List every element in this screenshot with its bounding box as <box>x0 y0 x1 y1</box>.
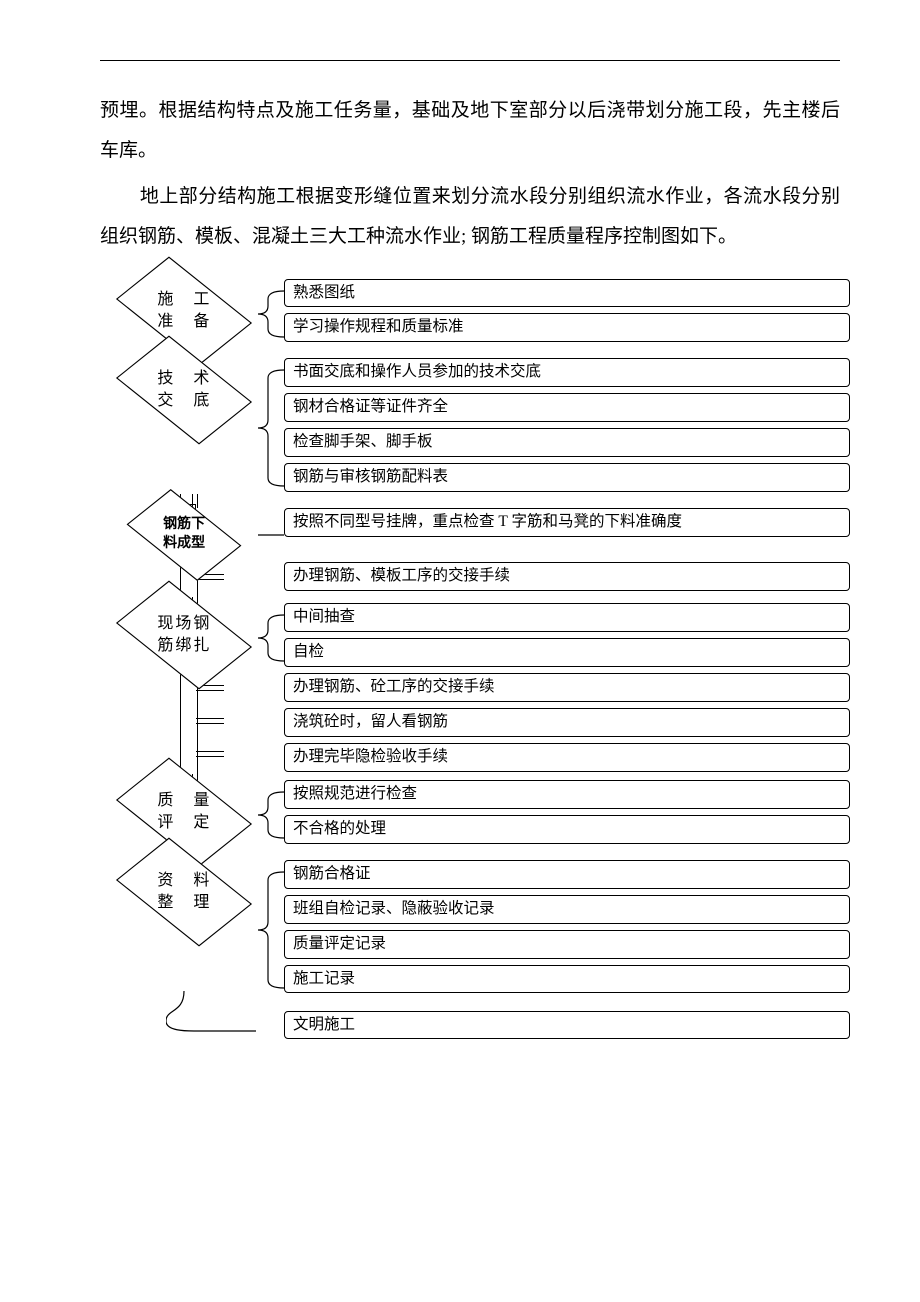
diamond-label: 施 工准 备 <box>157 289 211 332</box>
stage-right: 熟悉图纸学习操作规程和质量标准 <box>258 279 850 349</box>
paragraph-1: 预埋。根据结构特点及施工任务量，基础及地下室部分以后浇带划分施工段，先主楼后车库… <box>100 91 840 171</box>
tie-post-item: 浇筑砼时，留人看钢筋 <box>284 708 850 737</box>
flowchart: 施 工准 备 熟悉图纸学习操作规程和质量标准技 术交 底 书面交底和操作人员参加的技… <box>110 279 850 1040</box>
diamond-label: 钢筋下料成型 <box>163 516 205 554</box>
stub-line <box>196 751 224 757</box>
stage-prep: 施 工准 备 熟悉图纸学习操作规程和质量标准 <box>110 279 850 349</box>
connector-left <box>110 673 258 780</box>
connector-row <box>110 498 850 508</box>
stage-tech: 技 术交 底 书面交底和操作人员参加的技术交底钢材合格证等证件齐全检查脚手架、脚手… <box>110 358 850 498</box>
stage-left: 技 术交 底 <box>110 358 258 498</box>
final-item: 文明施工 <box>284 1011 850 1040</box>
stage-right: 中间抽查自检 <box>258 603 850 673</box>
tie-post-item: 办理钢筋、砼工序的交接手续 <box>284 673 850 702</box>
top-rule <box>100 60 840 61</box>
connector-row <box>110 348 850 358</box>
stage-right: 书面交底和操作人员参加的技术交底钢材合格证等证件齐全检查脚手架、脚手板钢筋与审核… <box>258 358 850 498</box>
connector-row <box>110 850 850 860</box>
stage-right: 钢筋合格证班组自检记录、隐蔽验收记录质量评定记录施工记录 <box>258 860 850 1000</box>
tech-item: 检查脚手架、脚手板 <box>284 428 850 457</box>
tie-item: 自检 <box>284 638 850 667</box>
prep-item: 学习操作规程和质量标准 <box>284 313 850 342</box>
post-items: 办理钢筋、砼工序的交接手续浇筑砼时，留人看钢筋办理完毕隐检验收手续 <box>258 673 850 780</box>
stage-left: 现场钢筋绑扎 <box>110 603 258 673</box>
cut-item: 按照不同型号挂牌，重点检查 T 字筋和马凳的下料准确度 <box>284 508 850 537</box>
connector-row: 办理钢筋、模板工序的交接手续 <box>110 562 850 603</box>
qa-item: 按照规范进行检查 <box>284 780 850 809</box>
cut-post-item: 办理钢筋、模板工序的交接手续 <box>284 562 850 591</box>
docs-item: 钢筋合格证 <box>284 860 850 889</box>
tie-post-item: 办理完毕隐检验收手续 <box>284 743 850 772</box>
end-row: 文明施工 <box>110 999 850 1039</box>
docs-item: 施工记录 <box>284 965 850 994</box>
stage-tie: 现场钢筋绑扎 中间抽查自检 <box>110 603 850 673</box>
tech-item: 钢材合格证等证件齐全 <box>284 393 850 422</box>
stage-left: 施 工准 备 <box>110 279 258 349</box>
stage-left: 质 量评 定 <box>110 780 258 850</box>
connector-row: 办理钢筋、砼工序的交接手续浇筑砼时，留人看钢筋办理完毕隐检验收手续 <box>110 673 850 780</box>
stub-line <box>196 718 224 724</box>
stage-right: 按照规范进行检查不合格的处理 <box>258 780 850 850</box>
tie-item: 中间抽查 <box>284 603 850 632</box>
stage-qa: 质 量评 定 按照规范进行检查不合格的处理 <box>110 780 850 850</box>
tech-item: 书面交底和操作人员参加的技术交底 <box>284 358 850 387</box>
diamond-label: 资 料整 理 <box>157 870 211 913</box>
stage-cut: 钢筋下料成型 按照不同型号挂牌，重点检查 T 字筋和马凳的下料准确度 <box>110 508 850 562</box>
tech-item: 钢筋与审核钢筋配料表 <box>284 463 850 492</box>
diamond-label: 现场钢筋绑扎 <box>157 613 211 656</box>
stage-left: 钢筋下料成型 <box>110 508 258 562</box>
diamond-label: 技 术交 底 <box>157 369 211 412</box>
post-items: 办理钢筋、模板工序的交接手续 <box>258 562 850 603</box>
docs-item: 质量评定记录 <box>284 930 850 959</box>
stage-left: 资 料整 理 <box>110 860 258 1000</box>
qa-item: 不合格的处理 <box>284 815 850 844</box>
diamond-label: 质 量评 定 <box>157 790 211 833</box>
docs-item: 班组自检记录、隐蔽验收记录 <box>284 895 850 924</box>
stage-docs: 资 料整 理 钢筋合格证班组自检记录、隐蔽验收记录质量评定记录施工记录 <box>110 860 850 1000</box>
prep-item: 熟悉图纸 <box>284 279 850 308</box>
paragraph-2: 地上部分结构施工根据变形缝位置来划分流水段分别组织流水作业，各流水段分别组织钢筋… <box>100 177 840 257</box>
end-curl <box>110 999 258 1039</box>
stage-right: 按照不同型号挂牌，重点检查 T 字筋和马凳的下料准确度 <box>258 508 850 562</box>
page: 预埋。根据结构特点及施工任务量，基础及地下室部分以后浇带划分施工段，先主楼后车库… <box>0 0 920 1079</box>
final-right: 文明施工 <box>258 999 850 1039</box>
